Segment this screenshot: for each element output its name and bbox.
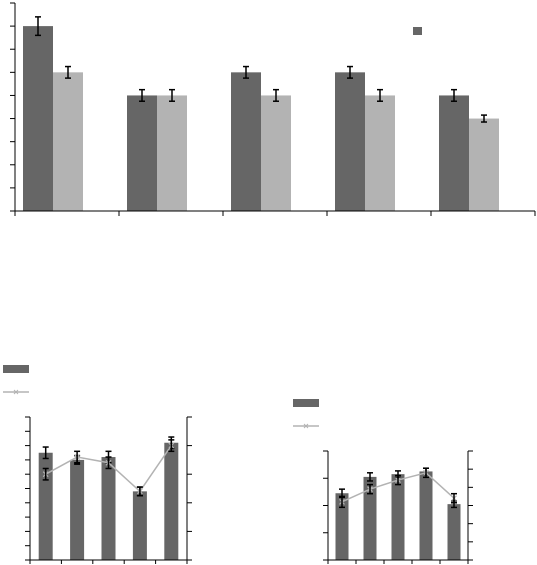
top-bar-s2-4 — [365, 95, 395, 211]
top-bar-s2-2 — [157, 95, 187, 211]
br-legend-bar-swatch — [293, 399, 319, 407]
bl-bar-4 — [132, 491, 147, 560]
top-bar-s1-1 — [23, 26, 53, 211]
top-bar-s1-5 — [439, 95, 469, 211]
top-bar-s2-1 — [53, 72, 83, 211]
br-bar-4 — [419, 471, 433, 560]
bl-legend-bar-swatch — [3, 365, 29, 373]
top-bar-s2-3 — [261, 95, 291, 211]
bl-bar-5 — [164, 442, 179, 560]
br-bar-1 — [335, 493, 349, 560]
br-bar-3 — [391, 474, 405, 560]
top-legend-swatch — [413, 27, 422, 35]
bottom-left-combo-chart — [25, 416, 192, 564]
bl-bar-2 — [70, 459, 85, 560]
top-bar-s1-3 — [231, 72, 261, 211]
bl-bar-3 — [101, 457, 116, 560]
br-legend-line-marker — [303, 423, 309, 429]
bottom-right-combo-chart — [323, 450, 473, 564]
top-bar-s1-4 — [335, 72, 365, 211]
br-bar-5 — [447, 504, 461, 560]
br-bar-2 — [363, 476, 377, 560]
top-bar-chart — [10, 2, 536, 216]
legends — [3, 27, 422, 429]
bl-bar-1 — [38, 452, 53, 560]
top-bar-s2-5 — [469, 118, 499, 211]
top-bar-s1-2 — [127, 95, 157, 211]
bl-legend-line-marker — [13, 389, 19, 395]
